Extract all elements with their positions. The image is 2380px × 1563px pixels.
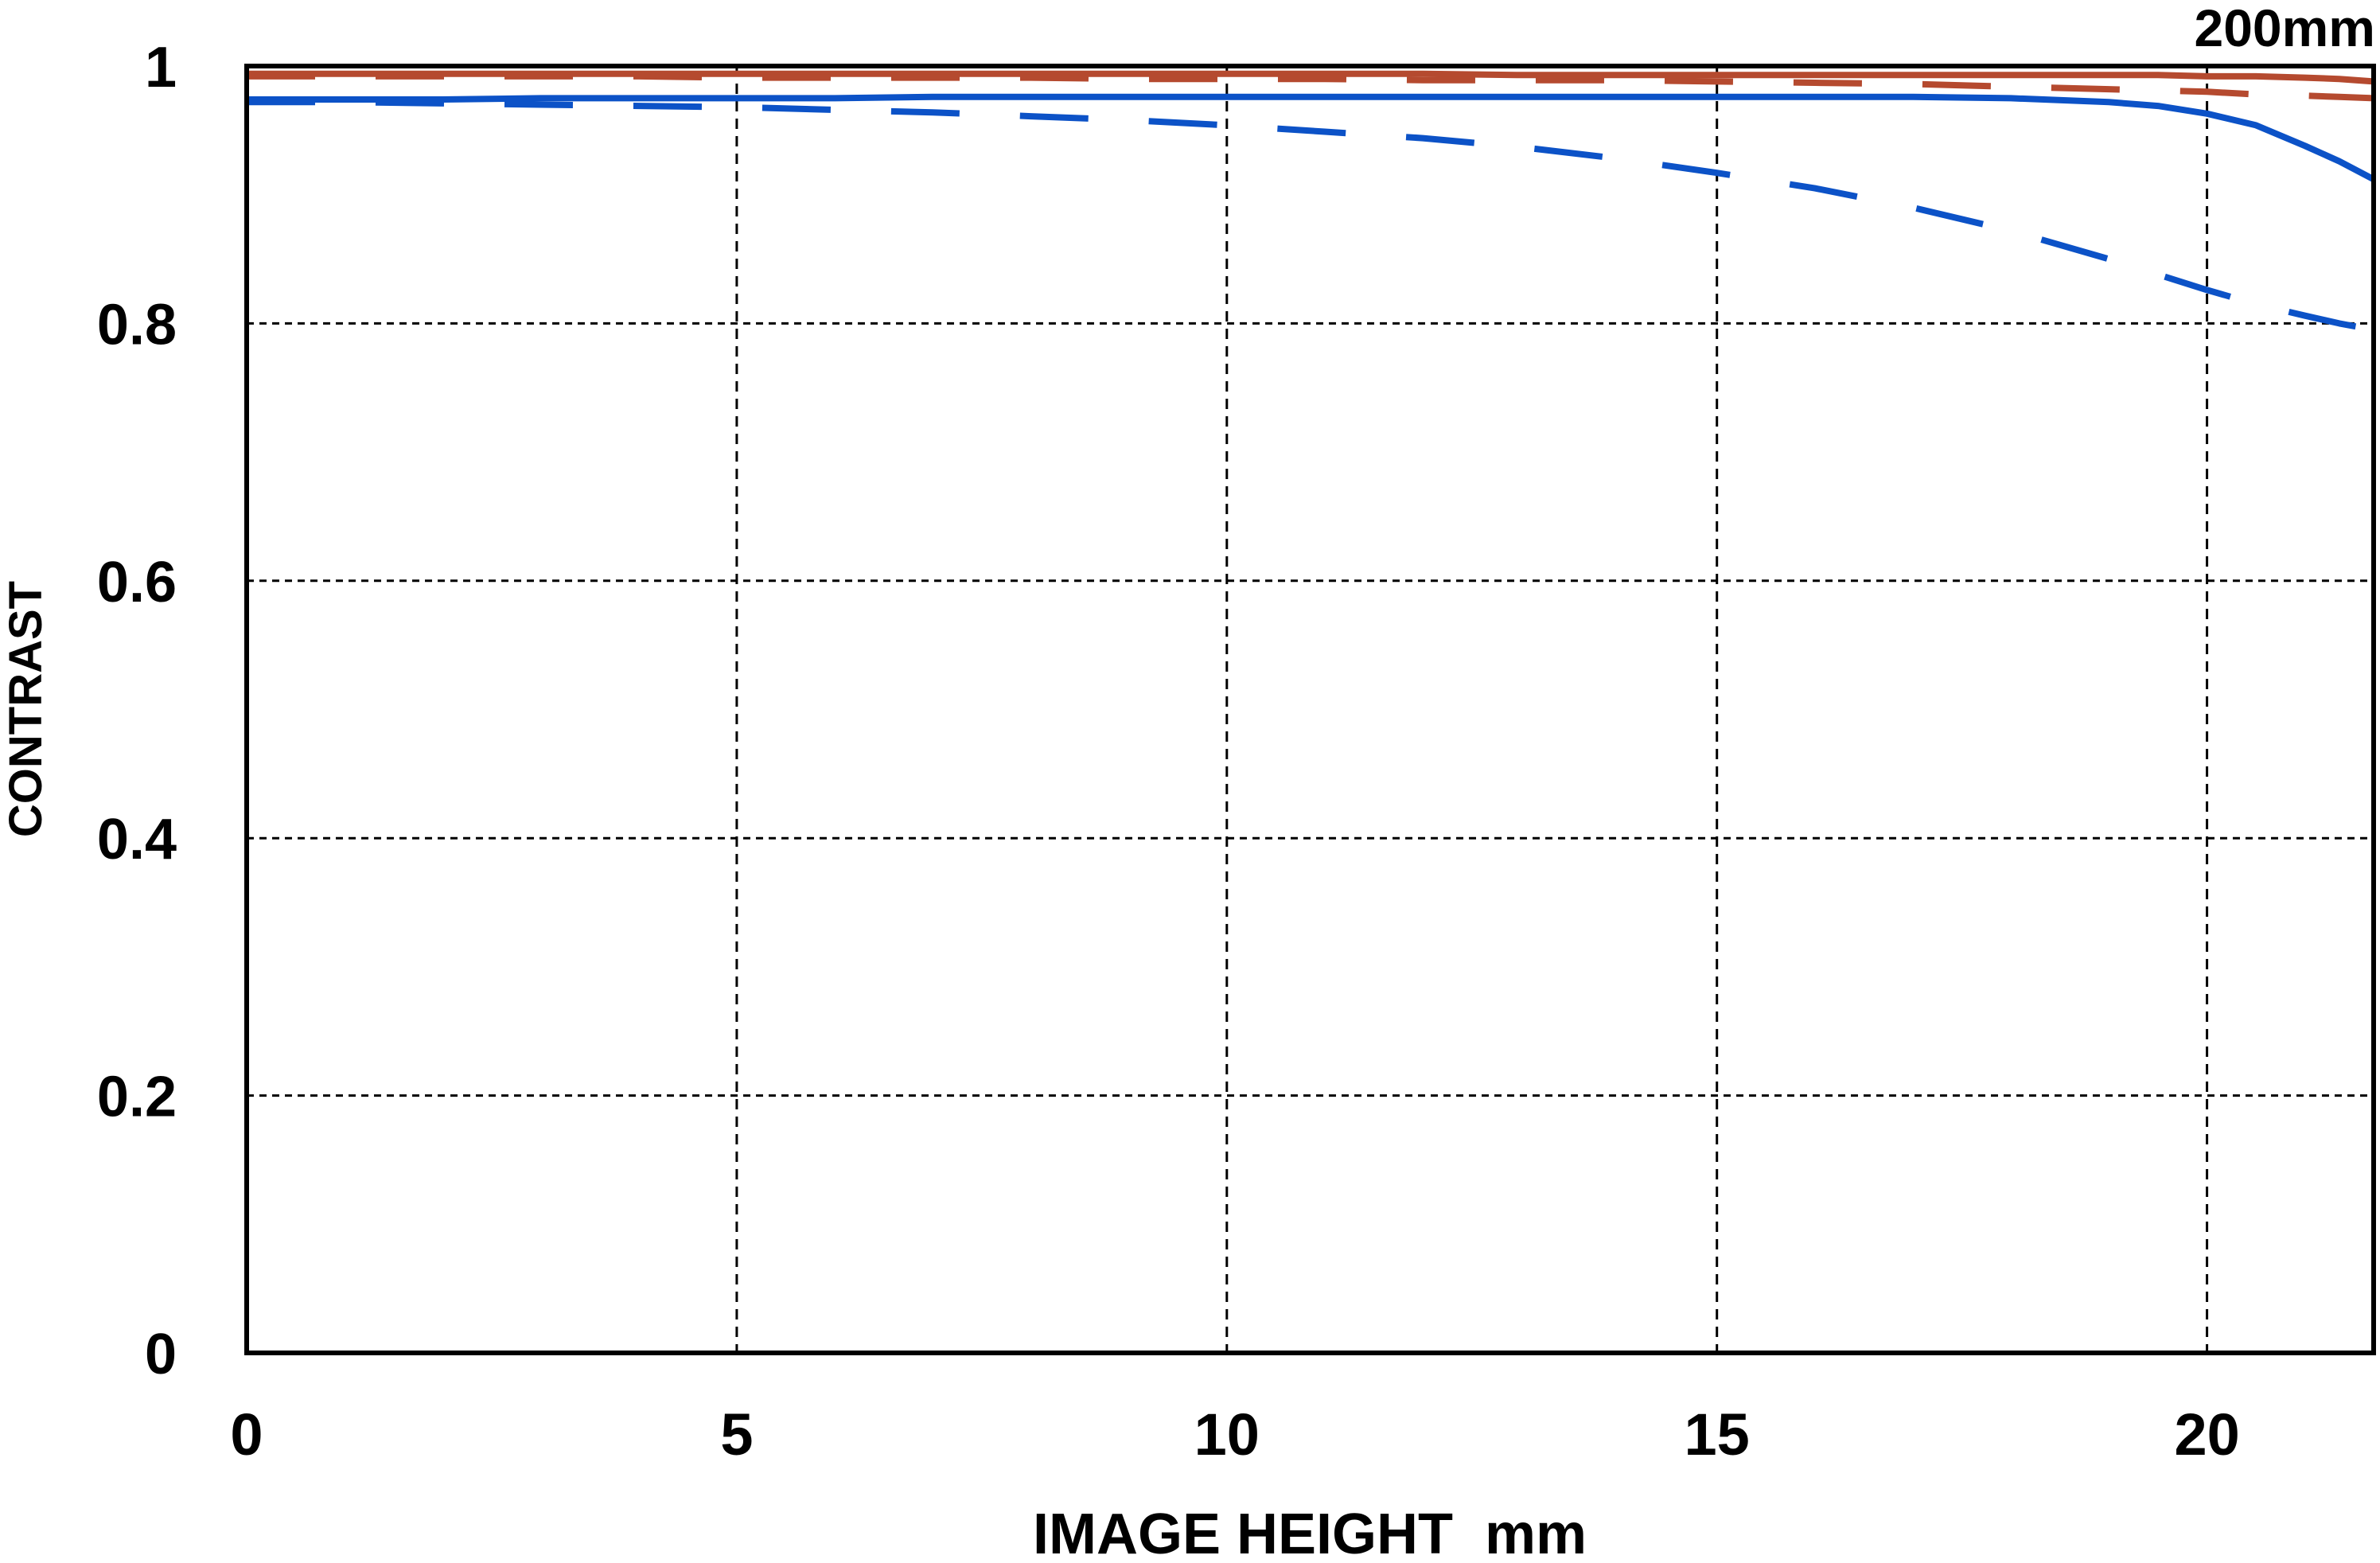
curve-red-dashed: [247, 72, 2374, 102]
x-axis-tick-labels: 0 5 10 15 20: [230, 1401, 2239, 1468]
x-tick-label: 20: [2174, 1401, 2239, 1468]
x-tick-label: 15: [1685, 1401, 1750, 1468]
y-tick-label: 0.6: [97, 551, 177, 614]
y-tick-label: 0: [145, 1323, 177, 1386]
curve-blue-dashed: [247, 99, 2374, 333]
y-tick-label: 0.8: [97, 293, 177, 357]
y-tick-label: 1: [145, 36, 177, 99]
curve-blue-solid: [247, 93, 2375, 182]
x-axis-label: IMAGE HEIGHT mm: [1033, 1503, 1587, 1563]
curves: [247, 70, 2375, 333]
x-tick-label: 5: [720, 1401, 753, 1468]
y-tick-label: 0.4: [97, 808, 177, 871]
x-tick-label: 10: [1194, 1401, 1260, 1468]
y-tick-label: 0.2: [97, 1066, 177, 1129]
y-axis-label: CONTRAST: [0, 581, 52, 837]
x-tick-label: 0: [230, 1401, 263, 1468]
y-axis-tick-labels: 0 0.2 0.4 0.6 0.8 1: [97, 36, 177, 1386]
gridlines: [247, 66, 2374, 1353]
chart-title: 200mm: [2195, 0, 2376, 57]
plot-frame: [244, 64, 2376, 1355]
